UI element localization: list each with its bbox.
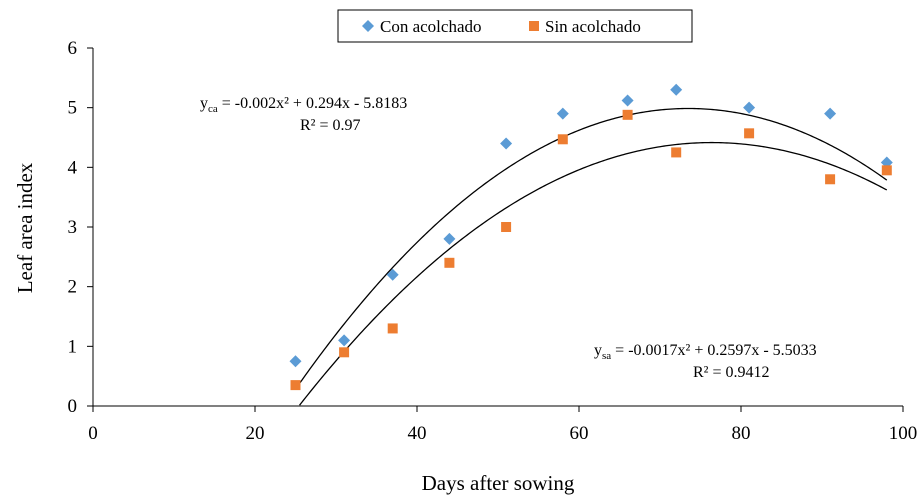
data-point-sin-acolchado: [825, 174, 836, 185]
data-point-con-acolchado: [743, 101, 756, 114]
trendline-sin-acolchado: [299, 141, 888, 406]
svg-text:yca = -0.002x² + 0.294x - 5.81: yca = -0.002x² + 0.294x - 5.8183: [200, 95, 407, 115]
equation-con-subscript: ca: [208, 103, 218, 115]
data-point-sin-acolchado: [671, 147, 682, 158]
data-point-con-acolchado: [556, 107, 569, 120]
data-point-sin-acolchado: [622, 109, 633, 120]
legend-marker-sin-acolchado: [529, 21, 539, 31]
y-tick-label: 0: [68, 396, 78, 417]
equation-con-acolchado: yca = -0.002x² + 0.294x - 5.8183 R² = 0.…: [200, 95, 407, 134]
y-tick-label: 6: [68, 38, 78, 59]
y-tick-label: 1: [68, 336, 78, 357]
legend-label-sin-acolchado: Sin acolchado: [545, 17, 641, 36]
data-point-con-acolchado: [443, 232, 456, 245]
equation-sin-acolchado: ysa = -0.0017x² + 0.2597x - 5.5033 R² = …: [594, 342, 817, 381]
x-axis-title: Days after sowing: [422, 471, 575, 495]
x-tick-label: 0: [88, 423, 98, 444]
y-tick-label: 4: [68, 157, 78, 178]
y-tick-label: 2: [68, 277, 78, 298]
data-point-con-acolchado: [670, 83, 683, 96]
r2-con-acolchado: R² = 0.97: [300, 117, 361, 134]
data-point-con-acolchado: [289, 355, 302, 368]
data-point-con-acolchado: [338, 334, 351, 347]
data-point-sin-acolchado: [744, 128, 755, 139]
y-tick-label: 3: [68, 217, 78, 238]
data-point-sin-acolchado: [444, 257, 455, 268]
data-point-sin-acolchado: [557, 134, 568, 145]
legend-box: [337, 9, 693, 43]
equation-sin-body: = -0.0017x² + 0.2597x - 5.5033: [611, 342, 817, 359]
data-point-con-acolchado: [824, 107, 837, 120]
data-point-con-acolchado: [386, 268, 399, 281]
equation-sin-subscript: sa: [602, 350, 611, 362]
x-tick-label: 40: [408, 423, 427, 444]
x-tick-label: 20: [246, 423, 265, 444]
y-axis-title: Leaf area index: [13, 162, 37, 293]
data-point-sin-acolchado: [881, 165, 892, 176]
data-point-con-acolchado: [621, 94, 634, 107]
svg-text:ysa = -0.0017x² + 0.2597x - 5.: ysa = -0.0017x² + 0.2597x - 5.5033: [594, 342, 817, 362]
legend-label-con-acolchado: Con acolchado: [380, 17, 482, 36]
x-tick-label: 80: [732, 423, 751, 444]
x-tick-label: 60: [570, 423, 589, 444]
equation-con-prefix: y: [200, 95, 208, 112]
equation-sin-prefix: y: [594, 342, 602, 359]
legend: Con acolchado Sin acolchado: [337, 9, 693, 43]
trendline-con-acolchado: [294, 107, 888, 390]
equation-con-body: = -0.002x² + 0.294x - 5.8183: [218, 95, 408, 112]
data-point-sin-acolchado: [339, 347, 350, 358]
legend-marker-con-acolchado: [362, 20, 374, 32]
data-point-sin-acolchado: [501, 222, 512, 232]
plot-area: 0 20 40 60 80 100 0 1 2 3 4 5 6: [68, 38, 918, 444]
x-tick-label: 100: [889, 423, 918, 444]
data-point-sin-acolchado: [387, 323, 398, 334]
y-tick-label: 5: [68, 98, 78, 119]
data-point-sin-acolchado: [290, 380, 301, 391]
r2-sin-acolchado: R² = 0.9412: [693, 364, 770, 381]
data-point-con-acolchado: [500, 137, 513, 150]
